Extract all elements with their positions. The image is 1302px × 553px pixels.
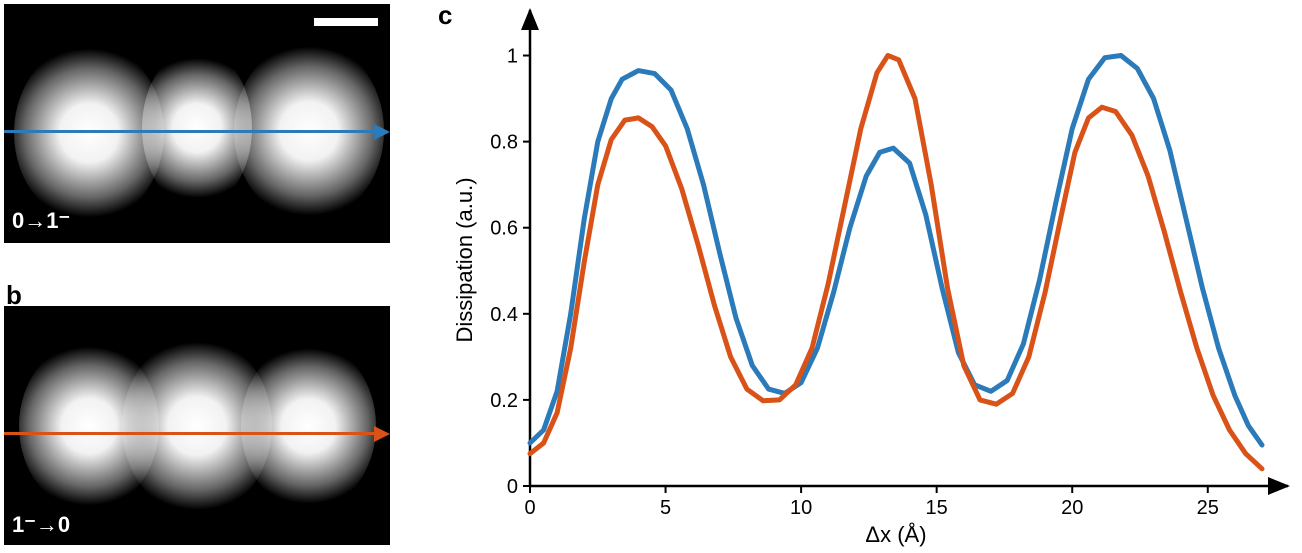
x-tick-label: 10 — [790, 497, 812, 519]
y-tick-label: 0.4 — [490, 304, 518, 326]
y-tick-label: 1 — [507, 46, 518, 68]
y-tick-label: 0 — [507, 476, 518, 498]
x-tick-label: 0 — [524, 497, 535, 519]
y-tick-label: 0.6 — [490, 218, 518, 240]
arrow-head — [374, 124, 390, 140]
x-axis-label: Δx (Å) — [865, 522, 926, 547]
x-tick-label: 20 — [1061, 497, 1083, 519]
state-label-a: 0→1⁻ — [12, 208, 70, 234]
y-axis-label: Dissipation (a.u.) — [452, 177, 477, 342]
blue-series — [530, 56, 1262, 446]
arrow-shaft — [4, 130, 376, 133]
x-tick-label: 5 — [660, 497, 671, 519]
x-tick-label: 15 — [926, 497, 948, 519]
y-axis-arrowhead — [521, 8, 539, 30]
x-tick-label: 25 — [1197, 497, 1219, 519]
y-tick-label: 0.2 — [490, 390, 518, 412]
x-axis-arrowhead — [1268, 477, 1290, 495]
dissipation-chart: 0 5 10 15 20 25 0 0.2 0.4 0.6 0.8 1 Δx (Å) Dissipatio… — [438, 0, 1298, 553]
orange-series — [530, 56, 1262, 469]
arrow-shaft — [4, 432, 376, 435]
state-label-b: 1⁻→0 — [12, 512, 70, 538]
y-tick-label: 0.8 — [490, 132, 518, 154]
scalebar — [314, 18, 378, 26]
micrograph-b — [4, 306, 390, 545]
arrow-head — [374, 426, 390, 442]
intensity-lobe — [19, 341, 159, 511]
